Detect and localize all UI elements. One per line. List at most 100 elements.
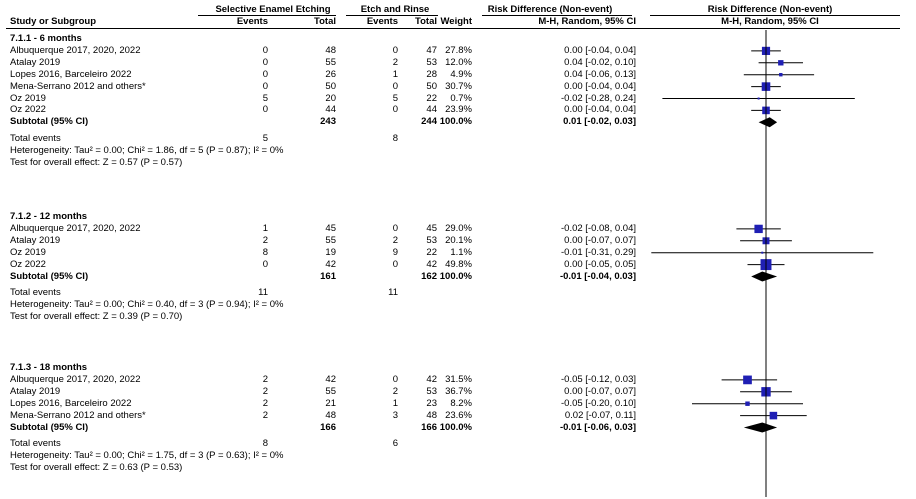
study-total-1: 20 bbox=[325, 92, 336, 104]
study-events-2: 0 bbox=[392, 44, 398, 56]
study-marker bbox=[754, 224, 763, 234]
overall-effect-text: Test for overall effect: Z = 0.63 (P = 0… bbox=[10, 461, 183, 473]
study-total-2: 53 bbox=[426, 56, 437, 68]
study-total-2: 48 bbox=[426, 409, 437, 421]
study-name: Atalay 2019 bbox=[10, 56, 61, 68]
study-events-1: 0 bbox=[262, 104, 268, 116]
study-weight: 30.7% bbox=[445, 80, 472, 92]
study-total-2: 22 bbox=[426, 92, 437, 104]
study-events-2: 2 bbox=[392, 385, 398, 397]
total-events-2: 6 bbox=[392, 438, 398, 450]
header-rule-bottom bbox=[6, 28, 900, 29]
subtotal-label: Subtotal (95% CI) bbox=[10, 421, 89, 433]
study-name: Atalay 2019 bbox=[10, 385, 61, 397]
study-total-1: 19 bbox=[325, 246, 336, 258]
total-events-label: Total events bbox=[10, 287, 61, 299]
study-events-1: 2 bbox=[262, 409, 268, 421]
total-events-1: 11 bbox=[258, 287, 268, 299]
study-name: Albuquerque 2017, 2020, 2022 bbox=[10, 373, 141, 385]
study-ci: 0.00 [-0.07, 0.07] bbox=[564, 385, 636, 397]
events1-header: Events bbox=[236, 16, 268, 27]
study-ci: -0.02 [-0.08, 0.04] bbox=[561, 222, 636, 234]
subtotal-total-1: 166 bbox=[320, 421, 336, 433]
subtotal-label: Subtotal (95% CI) bbox=[10, 270, 89, 282]
group2-header: Etch and Rinse bbox=[360, 4, 430, 15]
study-total-2: 22 bbox=[426, 246, 437, 258]
study-events-1: 0 bbox=[262, 56, 268, 68]
subtotal-weight: 100.0% bbox=[439, 421, 472, 433]
study-total-2: 47 bbox=[426, 44, 437, 56]
study-weight: 31.5% bbox=[445, 373, 472, 385]
header-rule-plot bbox=[650, 15, 900, 16]
heterogeneity-text: Heterogeneity: Tau² = 0.00; Chi² = 1.75,… bbox=[10, 450, 284, 462]
study-events-2: 3 bbox=[392, 409, 398, 421]
study-events-1: 0 bbox=[262, 44, 268, 56]
study-ci: 0.04 [-0.06, 0.13] bbox=[564, 68, 636, 80]
study-total-1: 55 bbox=[325, 56, 336, 68]
subtotal-diamond bbox=[743, 422, 778, 433]
study-total-1: 21 bbox=[325, 397, 336, 409]
study-events-2: 0 bbox=[392, 222, 398, 234]
study-marker bbox=[743, 375, 752, 385]
study-events-2: 1 bbox=[392, 68, 398, 80]
study-events-1: 0 bbox=[262, 80, 268, 92]
study-ci: 0.00 [-0.07, 0.07] bbox=[564, 234, 636, 246]
study-events-2: 5 bbox=[392, 92, 398, 104]
plot-method-header: M-H, Random, 95% CI bbox=[721, 16, 819, 27]
study-ci: 0.00 [-0.05, 0.05] bbox=[564, 258, 636, 270]
subtotal-total-2: 162 bbox=[421, 270, 437, 282]
study-events-2: 0 bbox=[392, 80, 398, 92]
study-weight: 49.8% bbox=[445, 258, 472, 270]
study-ci: 0.04 [-0.02, 0.10] bbox=[564, 56, 636, 68]
study-weight: 29.0% bbox=[445, 222, 472, 234]
subtotal-weight: 100.0% bbox=[439, 270, 472, 282]
total-events-label: Total events bbox=[10, 132, 61, 144]
study-total-2: 28 bbox=[426, 68, 437, 80]
study-weight: 27.8% bbox=[445, 44, 472, 56]
subtotal-ci: 0.01 [-0.02, 0.03] bbox=[563, 116, 636, 128]
subtotal-ci: -0.01 [-0.04, 0.03] bbox=[559, 270, 636, 282]
rd-title-header: Risk Difference (Non-event) bbox=[487, 4, 613, 15]
subtotal-label: Subtotal (95% CI) bbox=[10, 116, 89, 128]
subgroup-title: 7.1.3 - 18 months bbox=[10, 362, 88, 373]
total1-header: Total bbox=[314, 16, 336, 27]
heterogeneity-text: Heterogeneity: Tau² = 0.00; Chi² = 1.86,… bbox=[10, 144, 284, 156]
subgroup-title: 7.1.2 - 12 months bbox=[10, 211, 88, 222]
plot-title-header: Risk Difference (Non-event) bbox=[707, 4, 833, 15]
study-events-1: 2 bbox=[262, 373, 268, 385]
study-events-1: 2 bbox=[262, 234, 268, 246]
study-total-2: 42 bbox=[426, 373, 437, 385]
study-total-2: 42 bbox=[426, 258, 437, 270]
study-total-1: 55 bbox=[325, 385, 336, 397]
study-name: Mena-Serrano 2012 and others* bbox=[10, 409, 146, 421]
study-total-1: 48 bbox=[325, 409, 336, 421]
study-ci: -0.05 [-0.20, 0.10] bbox=[561, 397, 636, 409]
study-ci: -0.02 [-0.28, 0.24] bbox=[561, 92, 636, 104]
study-events-2: 0 bbox=[392, 258, 398, 270]
study-events-1: 0 bbox=[262, 68, 268, 80]
study-total-1: 26 bbox=[325, 68, 336, 80]
overall-effect-text: Test for overall effect: Z = 0.39 (P = 0… bbox=[10, 310, 183, 322]
group1-header: Selective Enamel Etching bbox=[215, 4, 331, 15]
subtotal-total-2: 166 bbox=[421, 421, 437, 433]
study-weight: 1.1% bbox=[450, 246, 472, 258]
study-ci: 0.00 [-0.04, 0.04] bbox=[564, 44, 636, 56]
study-name: Lopes 2016, Barceleiro 2022 bbox=[10, 68, 132, 80]
study-name: Mena-Serrano 2012 and others* bbox=[10, 80, 146, 92]
study-weight: 0.7% bbox=[450, 92, 472, 104]
study-name: Oz 2022 bbox=[10, 104, 46, 116]
study-total-1: 42 bbox=[325, 373, 336, 385]
study-name: Atalay 2019 bbox=[10, 234, 61, 246]
heterogeneity-text: Heterogeneity: Tau² = 0.00; Chi² = 0.40,… bbox=[10, 299, 284, 311]
study-column-header: Study or Subgroup bbox=[10, 16, 97, 27]
study-marker bbox=[745, 401, 750, 406]
study-total-2: 53 bbox=[426, 385, 437, 397]
study-events-2: 2 bbox=[392, 56, 398, 68]
study-ci: -0.05 [-0.12, 0.03] bbox=[561, 373, 636, 385]
study-total-2: 53 bbox=[426, 234, 437, 246]
study-name: Oz 2019 bbox=[10, 92, 46, 104]
study-total-2: 23 bbox=[426, 397, 437, 409]
study-total-2: 50 bbox=[426, 80, 437, 92]
header-rule-group2 bbox=[346, 15, 438, 16]
